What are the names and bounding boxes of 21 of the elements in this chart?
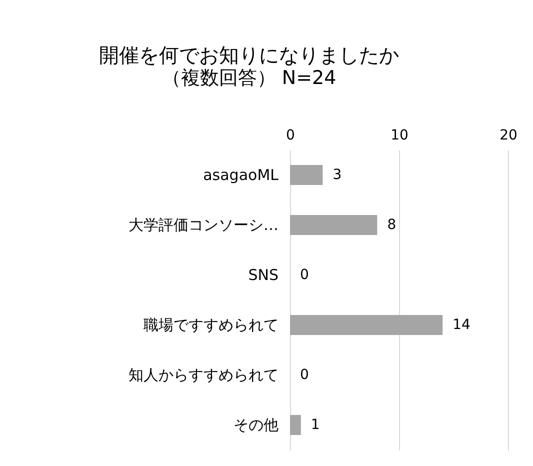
data-label: 14 <box>452 317 471 333</box>
x-tick-label: 20 <box>500 128 518 144</box>
y-tick-label: その他 <box>234 416 278 434</box>
chart-subtitle: （複数回答） N=24 <box>162 67 336 89</box>
bar <box>290 315 443 335</box>
data-label: 8 <box>387 217 396 233</box>
bar <box>290 415 301 435</box>
y-tick-label: 知人からすすめられて <box>128 366 278 384</box>
data-label: 0 <box>300 267 309 283</box>
data-label: 3 <box>332 167 342 183</box>
data-label: 0 <box>300 367 309 383</box>
data-label: 1 <box>310 417 320 433</box>
bar <box>290 215 378 235</box>
y-tick-label: 職場ですすめられて <box>144 316 278 334</box>
bar <box>290 165 323 185</box>
y-tick-label: SNS <box>248 266 278 284</box>
y-tick-label: 大学評価コンソーシ… <box>128 216 278 234</box>
chart-title: 開催を何でお知りになりましたか <box>99 43 399 67</box>
x-tick-label: 0 <box>286 128 295 144</box>
x-tick-label: 10 <box>390 128 408 144</box>
y-tick-label: asagaoML <box>203 166 280 184</box>
